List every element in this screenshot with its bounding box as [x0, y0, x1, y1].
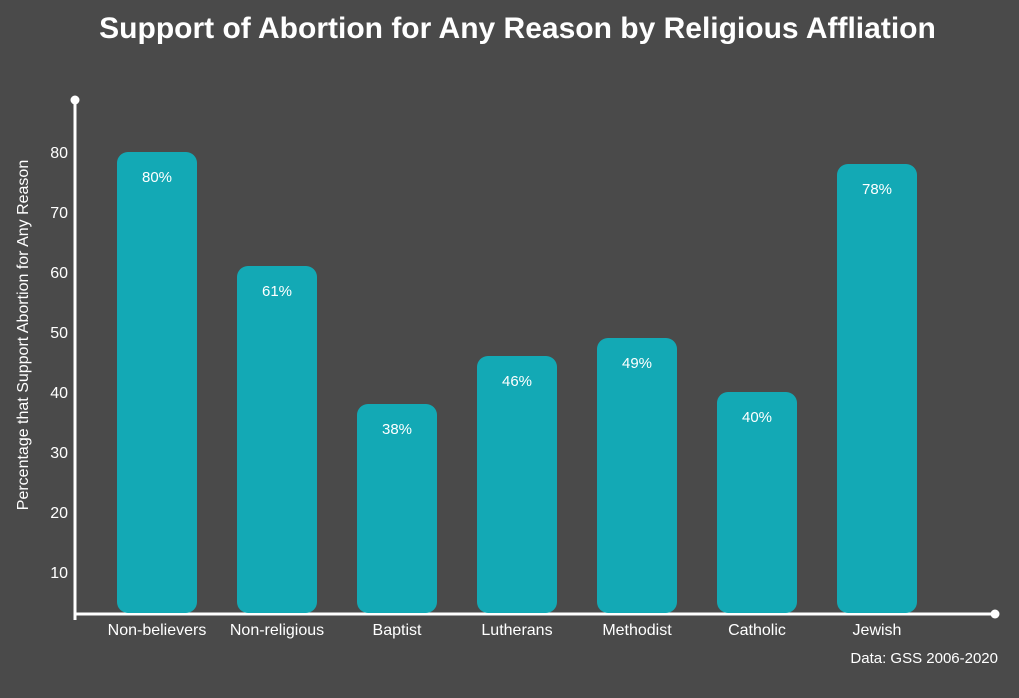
x-tick-label: Methodist: [602, 622, 672, 639]
bar-data-label: 49%: [622, 355, 652, 372]
x-tick-label: Jewish: [853, 622, 902, 639]
source-note: Data: GSS 2006-2020: [850, 650, 998, 667]
x-tick-label: Baptist: [373, 622, 422, 639]
bar-data-label: 40%: [742, 409, 772, 426]
bar: [237, 266, 317, 613]
x-tick-labels: Non-believers Non-religious Baptist Luthera…: [108, 622, 902, 639]
x-tick-label: Non-believers: [108, 622, 207, 639]
y-axis-label: Percentage that Support Abortion for Any…: [15, 160, 32, 510]
bar-data-label: 38%: [382, 421, 412, 438]
bar: [597, 338, 677, 613]
bar: [717, 392, 797, 613]
bar: [477, 356, 557, 613]
bar: [837, 164, 917, 613]
y-tick-label: 10: [50, 565, 68, 582]
bar-data-labels: 80% 61% 38% 46% 49% 40% 78%: [142, 169, 892, 438]
x-tick-label: Catholic: [728, 622, 786, 639]
bars: [117, 152, 917, 613]
bar-data-label: 78%: [862, 181, 892, 198]
x-axis: [75, 609, 1000, 619]
y-tick-label: 70: [50, 205, 68, 222]
chart-title: Support of Abortion for Any Reason by Re…: [99, 12, 936, 45]
x-tick-label: Non-religious: [230, 622, 324, 639]
bar: [117, 152, 197, 613]
bar-data-label: 80%: [142, 169, 172, 186]
x-axis-arrow-dot: [990, 609, 1000, 619]
y-tick-label: 60: [50, 265, 68, 282]
y-tick-label: 20: [50, 505, 68, 522]
y-tick-labels: 10 20 30 40 50 60 70 80: [50, 145, 68, 582]
y-tick-label: 80: [50, 145, 68, 162]
y-tick-label: 50: [50, 325, 68, 342]
bar: [357, 404, 437, 613]
bar-data-label: 61%: [262, 283, 292, 300]
y-tick-label: 30: [50, 445, 68, 462]
bar-data-label: 46%: [502, 373, 532, 390]
x-tick-label: Lutherans: [481, 622, 552, 639]
y-tick-label: 40: [50, 385, 68, 402]
y-axis: [70, 95, 80, 620]
y-axis-arrow-dot: [70, 95, 80, 105]
